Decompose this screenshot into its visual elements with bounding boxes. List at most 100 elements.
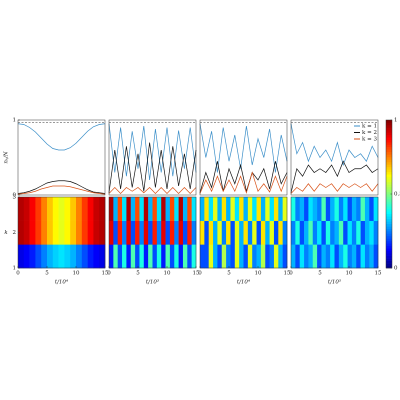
heatmap-cell <box>187 220 192 245</box>
heatmap-cell <box>265 244 270 269</box>
heatmap-cell <box>182 220 188 245</box>
heatmap-cell <box>252 197 257 221</box>
heatmap-cell <box>260 220 266 245</box>
heatmap-cell <box>226 197 231 221</box>
heatmap-cell <box>191 244 197 269</box>
colorbar-step <box>386 159 392 163</box>
heatmap-cell <box>148 244 153 269</box>
heatmap-cell <box>135 244 140 269</box>
heatmap-cell <box>325 220 331 245</box>
heatmap-cell <box>178 220 184 245</box>
heatmap-cell <box>243 244 249 269</box>
heatmap-cell <box>304 244 309 269</box>
heatmap-cell <box>213 220 218 245</box>
heatmap-cell <box>369 244 374 269</box>
x-tick-label: 15 <box>193 271 200 277</box>
heatmap-cell <box>364 197 370 221</box>
heatmap-cell <box>360 244 366 269</box>
x-tick-label: 5 <box>45 271 49 277</box>
heatmap-cell <box>347 244 353 269</box>
x-tick-label: 15 <box>102 271 109 277</box>
heatmap-cell <box>317 220 322 245</box>
heatmap-cell <box>135 220 140 245</box>
heatmap-cell <box>330 197 335 221</box>
heatmap-cell <box>364 220 370 245</box>
x-tick-label: 10 <box>255 271 262 277</box>
heatmap-cell <box>122 220 127 245</box>
colorbar-step <box>386 238 392 242</box>
heatmap-cell <box>76 220 83 245</box>
heatmap-cell <box>169 197 175 221</box>
heatmap-cell <box>191 220 197 245</box>
heatmap-cell <box>148 220 153 245</box>
x-axis-label: t/10³ <box>146 279 159 286</box>
heatmap-cell <box>334 220 340 245</box>
colorbar-step <box>386 171 392 175</box>
heatmap-cell <box>81 197 88 221</box>
y-axis-label: k <box>4 230 8 236</box>
colorbar-step <box>386 216 392 219</box>
heatmap-cell <box>156 220 162 245</box>
heatmap-cell <box>295 220 300 245</box>
heatmap-cell <box>321 244 327 269</box>
colorbar-step <box>386 235 392 239</box>
heatmap-cell <box>70 220 77 245</box>
x-axis-label: t/10⁴ <box>55 279 68 286</box>
heatmap-cell <box>295 244 300 269</box>
colorbar-step <box>386 240 392 244</box>
colorbar-step <box>386 211 392 215</box>
heatmap-cell <box>278 244 283 269</box>
heatmap-cell <box>70 197 77 221</box>
heatmap-cell <box>122 197 127 221</box>
colorbar-step <box>386 164 392 168</box>
heatmap-cell <box>234 220 240 245</box>
colorbar-step <box>386 134 392 138</box>
colorbar-step <box>386 139 392 143</box>
heatmap-cell <box>299 244 305 269</box>
heatmap-cell <box>135 197 140 221</box>
heatmap-cell <box>64 244 71 269</box>
heatmap-cell <box>282 197 288 221</box>
heatmap-cell <box>291 220 296 245</box>
heatmap-cell <box>252 244 257 269</box>
colorbar-step <box>386 243 392 247</box>
heatmap-cell <box>369 197 374 221</box>
colorbar-step <box>386 191 392 195</box>
heatmap-cell <box>152 197 158 221</box>
colorbar-step <box>386 213 392 217</box>
heatmap-cell <box>204 244 209 269</box>
heatmap-cell <box>117 197 123 221</box>
colorbar-step <box>386 122 392 126</box>
heatmap-cell <box>273 220 279 245</box>
colorbar-step <box>386 149 392 153</box>
x-axis-label: t/10⁵ <box>328 279 342 286</box>
heatmap-cell <box>174 244 179 269</box>
colorbar-step <box>386 176 392 180</box>
series-line <box>108 186 197 195</box>
heatmap-cell <box>239 244 244 269</box>
colorbar-step <box>386 201 392 205</box>
colorbar-tick-label: 0.5 <box>394 192 400 198</box>
heatmap-cell <box>52 197 59 221</box>
heatmap-cell <box>208 220 214 245</box>
heatmap-cell <box>273 197 279 221</box>
x-tick-label: 15 <box>284 271 291 277</box>
heatmap-cell <box>93 197 100 221</box>
heatmap-cell <box>256 244 262 269</box>
colorbar-step <box>386 198 392 202</box>
heatmap-cell <box>178 197 184 221</box>
heatmap-cell <box>351 197 357 221</box>
y-tick-label: 2 <box>13 230 17 236</box>
heatmap-cell <box>161 197 166 221</box>
heatmap-cell <box>87 197 94 221</box>
heatmap-cell <box>373 220 379 245</box>
x-tick-label: 0 <box>16 271 20 277</box>
colorbar-step <box>386 174 392 178</box>
heatmap-cell <box>200 197 205 221</box>
heatmap-cell <box>99 244 106 269</box>
heatmap-cell <box>226 244 231 269</box>
heatmap-cell <box>338 244 344 269</box>
y-axis-label: nₖ/N <box>4 151 10 163</box>
heatmap-cell <box>221 244 227 269</box>
colorbar-step <box>386 189 392 192</box>
